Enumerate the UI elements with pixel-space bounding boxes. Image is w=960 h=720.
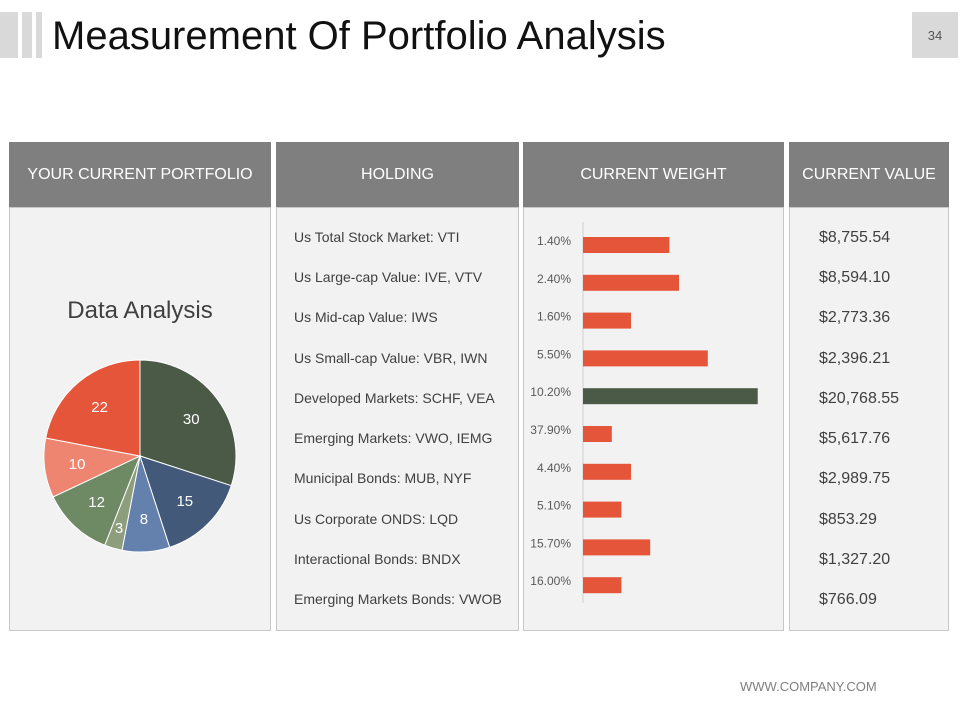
weight-bar [583,501,622,518]
holding-item: Interactional Bonds: BNDX [294,551,461,567]
pie-slice [45,359,141,457]
value-item: $2,396.21 [819,350,891,367]
holding-panel [276,207,519,631]
weight-label: 2.40% [537,272,571,286]
holding-item: Developed Markets: SCHF, VEA [294,390,495,406]
weight-bar [583,350,708,367]
pie-slice-label: 3 [115,520,123,537]
footer-website: WWW.COMPANY.COM [740,679,877,694]
holding-item: Us Total Stock Market: VTI [294,229,460,245]
holding-item: Us Corporate ONDS: LQD [294,511,459,527]
page-number: 34 [912,12,958,58]
holding-item: Us Small-cap Value: VBR, IWN [294,350,488,366]
weight-bar [583,237,670,253]
weight-bar [583,388,758,405]
page-title: Measurement Of Portfolio Analysis [52,14,666,58]
value-item: $5,617.76 [819,430,891,447]
column-header-portfolio: YOUR CURRENT PORTFOLIO [9,142,271,208]
weight-label: 4.40% [537,461,571,475]
holding-item: Us Large-cap Value: IVE, VTV [294,269,483,285]
value-item: $2,773.36 [819,309,891,326]
value-item: $8,755.54 [819,229,891,246]
value-panel [789,207,949,631]
value-item: $2,989.75 [819,470,891,487]
header-accent-bar [22,12,32,58]
column-header-weight: CURRENT WEIGHT [523,142,784,208]
value-item: $8,594.10 [819,269,891,286]
holding-item: Emerging Markets Bonds: VWOB [294,591,502,607]
pie-slice [139,455,232,548]
pie-slice [139,359,237,487]
pie-slice-label: 12 [88,494,105,511]
pie-slice-label: 22 [91,399,108,416]
header-accent-bar [36,12,42,58]
holding-item: Us Mid-cap Value: IWS [294,309,438,325]
weight-label: 10.20% [530,385,571,399]
value-item: $766.09 [819,591,877,608]
header-accent-bar [0,12,18,58]
weight-bar [583,539,651,556]
weight-label: 5.50% [537,347,571,361]
weight-label: 1.60% [537,310,571,324]
value-item: $1,327.20 [819,551,891,568]
holding-item: Municipal Bonds: MUB, NYF [294,470,472,486]
weight-bar [583,274,679,291]
pie-slice-label: 8 [140,511,148,528]
weight-label: 16.00% [530,574,571,588]
weight-label: 37.90% [530,423,571,437]
weight-bar [583,426,612,442]
value-item: $20,768.55 [819,390,900,407]
pie-chart: 30 15 83 12 10 22 [43,359,237,553]
weight-bar [583,312,631,329]
weight-label: 15.70% [530,536,571,550]
weight-label: 5.10% [537,499,571,513]
pie-chart-title: Data Analysis [67,297,213,324]
weight-bar [583,463,631,480]
weight-bar-chart: 1.40% 2.40% 1.60% 5.50% 10.20% 37.90% 4.40% 5.1… [530,222,758,603]
pie-slice-label: 30 [183,411,200,428]
weight-label: 1.40% [537,234,571,248]
column-header-value: CURRENT VALUE [789,142,949,208]
pie-slice [52,455,141,546]
holding-item: Emerging Markets: VWO, IEMG [294,430,493,446]
pie-slice-label: 15 [176,493,193,510]
pie-slice-label: 10 [69,456,86,473]
weight-bar [583,577,622,594]
column-header-holding: HOLDING [276,142,519,208]
value-item: $853.29 [819,511,877,528]
